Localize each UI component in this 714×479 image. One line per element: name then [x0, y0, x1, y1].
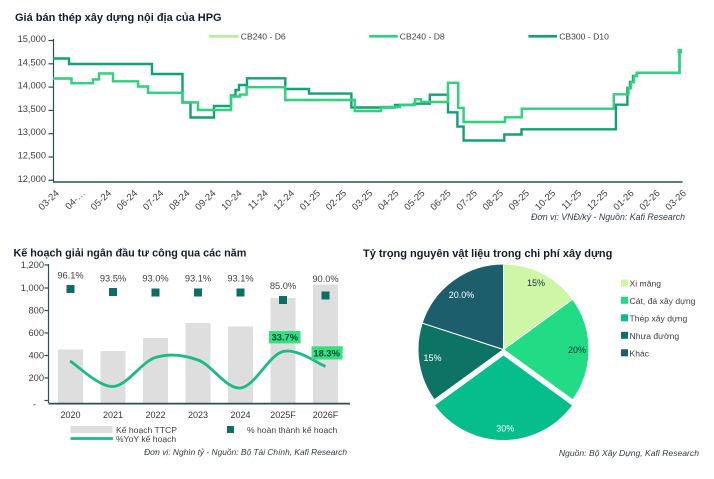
- svg-text:15%: 15%: [423, 353, 441, 363]
- svg-text:2026F: 2026F: [313, 410, 339, 420]
- svg-text:06-25: 06-25: [428, 188, 453, 213]
- svg-text:CB240 - D8: CB240 - D8: [400, 32, 445, 42]
- svg-text:200: 200: [28, 373, 44, 383]
- svg-text:Cát, đá xây dựng: Cát, đá xây dựng: [630, 296, 696, 306]
- svg-text:12,500: 12,500: [18, 151, 46, 161]
- svg-text:03-26: 03-26: [664, 188, 689, 213]
- svg-text:1,200: 1,200: [21, 260, 44, 270]
- svg-text:Kế hoạch giải ngân đầu tư công: Kế hoạch giải ngân đầu tư công qua các n…: [14, 248, 247, 260]
- svg-text:10-25: 10-25: [533, 188, 558, 213]
- svg-text:02-26: 02-26: [638, 188, 663, 213]
- svg-text:07-24: 07-24: [141, 188, 166, 213]
- svg-text:Tỷ trọng nguyên vật liệu trong: Tỷ trọng nguyên vật liệu trong chi phí x…: [363, 248, 612, 260]
- svg-text:12-25: 12-25: [585, 188, 610, 213]
- svg-text:Giá bán thép xây dựng nội địa: Giá bán thép xây dựng nội địa của HPG: [15, 12, 222, 24]
- svg-text:2023: 2023: [188, 410, 208, 420]
- svg-text:04-25: 04-25: [376, 188, 401, 213]
- svg-text:93.1%: 93.1%: [227, 274, 253, 284]
- svg-text:20.0%: 20.0%: [449, 290, 475, 300]
- svg-text:CB300 - D10: CB300 - D10: [559, 32, 609, 42]
- svg-text:02-25: 02-25: [324, 188, 349, 213]
- svg-text:05-25: 05-25: [402, 188, 427, 213]
- svg-text:Kế hoạch TTCP: Kế hoạch TTCP: [116, 425, 177, 435]
- svg-text:% hoàn thành kế hoạch: % hoàn thành kế hoạch: [247, 425, 338, 435]
- svg-text:Đơn vị: Nghìn tỷ - Nguồn: Bộ T: Đơn vị: Nghìn tỷ - Nguồn: Bộ Tài Chính, …: [144, 447, 347, 457]
- svg-text:93.5%: 93.5%: [100, 274, 126, 284]
- svg-text:2024: 2024: [230, 410, 250, 420]
- svg-text:20%: 20%: [568, 345, 586, 355]
- svg-text:14,000: 14,000: [18, 81, 46, 91]
- svg-text:93.0%: 93.0%: [142, 274, 168, 284]
- svg-text:11-25: 11-25: [560, 188, 585, 212]
- svg-text:33.7%: 33.7%: [272, 332, 299, 342]
- svg-text:09-24: 09-24: [193, 188, 218, 213]
- svg-text:08-24: 08-24: [167, 188, 192, 213]
- svg-text:30%: 30%: [496, 423, 514, 433]
- svg-text:Nhựa đường: Nhựa đường: [630, 331, 680, 341]
- svg-text:%YoY kế hoạch: %YoY kế hoạch: [116, 434, 176, 444]
- svg-text:1,000: 1,000: [21, 283, 44, 293]
- svg-text:14,500: 14,500: [18, 57, 46, 67]
- svg-text:Đơn vị: VNĐ/ký - Nguồn: Kafi R: Đơn vị: VNĐ/ký - Nguồn: Kafi Research: [531, 212, 685, 222]
- svg-text:-: -: [33, 400, 36, 410]
- svg-text:Xi măng: Xi măng: [630, 279, 662, 289]
- svg-text:03-24: 03-24: [37, 188, 62, 213]
- svg-text:96.1%: 96.1%: [57, 271, 83, 281]
- svg-text:Khác: Khác: [630, 348, 650, 358]
- svg-text:2022: 2022: [145, 410, 165, 420]
- svg-text:15%: 15%: [527, 278, 545, 288]
- svg-text:01-25: 01-25: [298, 188, 323, 213]
- svg-text:2025F: 2025F: [270, 410, 296, 420]
- svg-text:06-24: 06-24: [115, 188, 140, 213]
- svg-text:2021: 2021: [103, 410, 123, 420]
- svg-text:07-25: 07-25: [455, 188, 480, 213]
- svg-text:01-26: 01-26: [611, 188, 636, 213]
- svg-text:2020: 2020: [60, 410, 80, 420]
- svg-text:600: 600: [28, 328, 44, 338]
- svg-text:93.1%: 93.1%: [185, 274, 211, 284]
- svg-text:85.0%: 85.0%: [270, 281, 296, 291]
- svg-text:Thép xây dựng: Thép xây dựng: [630, 313, 688, 323]
- svg-text:13,500: 13,500: [18, 104, 46, 114]
- svg-text:12,000: 12,000: [18, 174, 46, 184]
- svg-text:13,000: 13,000: [18, 127, 46, 137]
- svg-text:Nguồn: Bộ Xây Dựng, Kafi Resea: Nguồn: Bộ Xây Dựng, Kafi Research: [559, 448, 699, 458]
- svg-text:03-25: 03-25: [350, 188, 375, 213]
- svg-text:11-24: 11-24: [246, 188, 271, 212]
- svg-text:08-25: 08-25: [481, 188, 506, 213]
- svg-text:10-24: 10-24: [219, 188, 244, 213]
- svg-text:800: 800: [28, 306, 44, 316]
- svg-text:18.3%: 18.3%: [314, 349, 341, 359]
- svg-text:09-25: 09-25: [507, 188, 532, 213]
- svg-text:15,000: 15,000: [18, 34, 46, 44]
- svg-text:400: 400: [28, 351, 44, 361]
- svg-text:90.0%: 90.0%: [312, 274, 338, 284]
- svg-text:CB240 - D6: CB240 - D6: [241, 32, 286, 42]
- svg-text:05-24: 05-24: [89, 188, 114, 213]
- svg-text:04-…: 04-…: [63, 188, 87, 212]
- svg-text:12-24: 12-24: [272, 188, 297, 213]
